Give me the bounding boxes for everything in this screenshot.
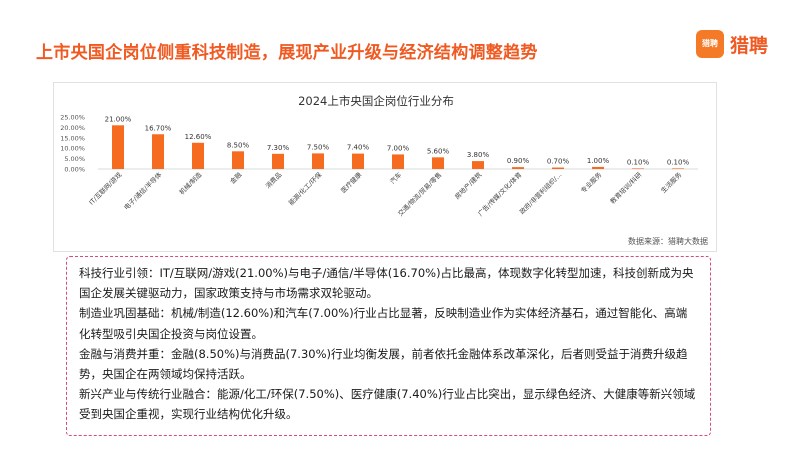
y-tick-label: 10.00% — [60, 145, 85, 153]
bar-data-label: 0.70% — [547, 158, 570, 166]
page-title: 上市央国企岗位侧重科技制造，展现产业升级与经济结构调整趋势 — [36, 43, 538, 63]
bar-data-label: 12.60% — [185, 133, 212, 141]
bar-data-label: 3.80% — [467, 151, 490, 159]
x-tick-label: 专业服务 — [579, 170, 604, 195]
x-tick-label: 教育培训/科研 — [608, 170, 644, 206]
x-tick-label: 医疗健康 — [339, 170, 364, 195]
y-tick-label: 25.00% — [60, 114, 85, 122]
bar — [472, 161, 484, 169]
x-tick-label: IT/互联网/游戏 — [87, 170, 124, 207]
bar-data-label: 8.50% — [227, 141, 250, 149]
x-tick-label: 金融 — [228, 170, 244, 186]
bar — [632, 168, 644, 169]
analysis-paragraph-2: 制造业巩固基础：机械/制造(12.60%)和汽车(7.00%)行业占比显著，反映… — [79, 306, 688, 341]
bar — [432, 157, 444, 169]
x-tick-label: 机械/制造 — [177, 170, 204, 197]
bar — [592, 166, 604, 169]
bar-data-label: 5.60% — [427, 147, 450, 155]
bar-data-label: 0.90% — [507, 157, 530, 165]
y-tick-label: 5.00% — [64, 155, 85, 163]
analysis-paragraph-3: 金融与消费并重：金融(8.50%)与消费品(7.30%)行业均衡发展，前者依托金… — [79, 346, 688, 382]
bar — [192, 142, 204, 169]
bar-data-label: 0.10% — [667, 158, 690, 166]
bar — [552, 167, 564, 169]
analysis-paragraph-4: 新兴产业与传统行业融合：能源/化工/环保(7.50%)、医疗健康(7.40%)行… — [79, 387, 696, 422]
bar-data-label: 7.50% — [307, 143, 330, 151]
bar — [392, 154, 404, 169]
bar — [312, 153, 324, 169]
chart-title: 2024上市央国企岗位行业分布 — [298, 94, 454, 108]
y-tick-label: 0.00% — [64, 166, 85, 174]
x-tick-label: 消费品 — [263, 170, 283, 190]
x-tick-label: 汽车 — [388, 170, 404, 186]
x-tick-label: 生活服务 — [659, 170, 684, 195]
bar — [672, 168, 684, 169]
x-tick-label: 房地产/建筑 — [453, 170, 484, 201]
bar-data-label: 1.00% — [587, 157, 610, 165]
bar — [512, 167, 524, 169]
y-tick-label: 20.00% — [60, 124, 85, 132]
logo-mark-icon: 猎聘 — [696, 30, 724, 58]
bar — [232, 151, 244, 169]
bar-data-label: 7.40% — [347, 144, 370, 152]
bar — [352, 153, 364, 169]
bar-data-label: 21.00% — [105, 115, 132, 123]
analysis-paragraph-1: 科技行业引领：IT/互联网/游戏(21.00%)与电子/通信/半导体(16.70… — [79, 266, 694, 301]
y-tick-label: 15.00% — [60, 134, 85, 142]
x-tick-label: 交通/物流/贸易/零售 — [396, 170, 444, 218]
bar — [272, 153, 284, 169]
x-tick-label: 能源/化工/环保 — [286, 170, 323, 207]
chart-card: 2024上市央国企岗位行业分布 0.00% 5.00% 10.00% 15.00% 20… — [53, 82, 717, 252]
logo-text: 猎聘 — [730, 35, 769, 57]
brand-logo: 猎聘 猎聘 — [696, 27, 776, 59]
analysis-box: 科技行业引领：IT/互联网/游戏(21.00%)与电子/通信/半导体(16.70… — [66, 256, 711, 436]
bar — [112, 125, 124, 169]
bar-data-label: 0.10% — [627, 158, 650, 166]
x-tick-label: 电子/通信/半导体 — [122, 170, 164, 212]
bar — [152, 134, 164, 169]
x-tick-label: 政府/非营利组织/... — [517, 170, 563, 216]
bar-data-label: 16.70% — [145, 124, 172, 132]
bar-data-label: 7.00% — [387, 144, 410, 152]
bar-data-label: 7.30% — [267, 144, 290, 152]
data-source-note: 数据来源：猎聘大数据 — [628, 237, 708, 246]
bar-chart: 2024上市央国企岗位行业分布 0.00% 5.00% 10.00% 15.00% 20… — [60, 94, 698, 218]
